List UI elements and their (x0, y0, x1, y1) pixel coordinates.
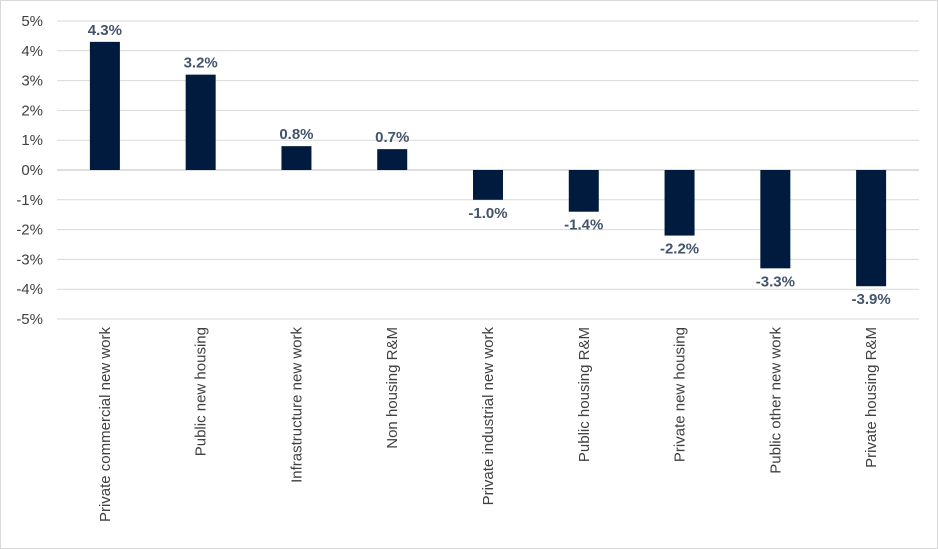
bar (856, 170, 887, 287)
y-tick-label: 0% (21, 162, 43, 179)
bar (760, 170, 791, 269)
y-tick-label: 1% (21, 132, 43, 149)
bar (377, 149, 408, 170)
y-tick-label: 4% (21, 43, 43, 60)
data-label: 0.8% (279, 126, 313, 143)
y-tick-label: -3% (16, 251, 43, 268)
y-tick-label: 2% (21, 102, 43, 119)
data-label: 4.3% (88, 22, 122, 39)
y-tick-label: -4% (16, 281, 43, 298)
bar (89, 41, 120, 170)
category-label: Private commercial new work (97, 327, 114, 523)
data-label: -1.0% (468, 205, 507, 222)
y-tick-label: -1% (16, 192, 43, 209)
bar (473, 170, 503, 200)
data-label: 3.2% (184, 55, 218, 72)
category-label: Public new housing (193, 327, 210, 456)
bar (281, 146, 312, 170)
data-label: -3.3% (756, 273, 795, 290)
category-label: Infrastructure new work (288, 327, 305, 483)
category-label: Private housing R&M (863, 327, 880, 468)
y-tick-label: 3% (21, 73, 43, 90)
data-label: 0.7% (375, 129, 409, 146)
category-label: Public housing R&M (576, 327, 593, 462)
bar (185, 74, 216, 170)
category-label: Public other new work (767, 327, 784, 474)
data-label: -3.9% (852, 291, 891, 308)
y-tick-label: -5% (16, 311, 43, 328)
bar (664, 170, 695, 236)
category-label: Non housing R&M (384, 327, 401, 449)
y-tick-label: 5% (21, 13, 43, 30)
data-label: -2.2% (660, 241, 699, 258)
category-label: Private new housing (672, 327, 689, 462)
y-tick-label: -2% (16, 222, 43, 239)
data-label: -1.4% (564, 217, 603, 234)
category-label: Private industrial new work (480, 327, 497, 506)
bar (568, 170, 599, 212)
